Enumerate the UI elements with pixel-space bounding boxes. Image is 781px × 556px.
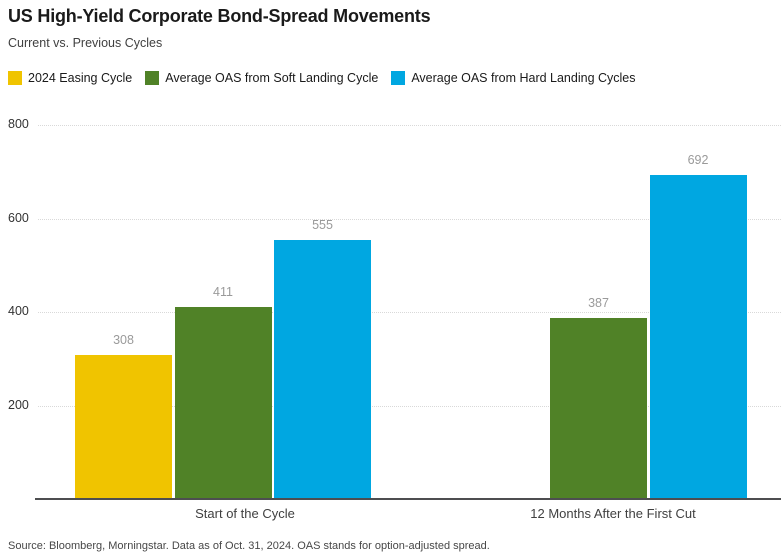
bar-value-label: 308	[113, 333, 134, 347]
bar	[75, 355, 172, 499]
gridline	[38, 312, 781, 313]
legend-swatch-blue-icon	[391, 71, 406, 85]
bar-value-label: 387	[588, 296, 609, 311]
gridline	[38, 218, 781, 220]
x-axis-baseline	[35, 498, 781, 500]
bar-value-label: 555	[312, 217, 333, 232]
legend: 2024 Easing Cycle Average OAS from Soft …	[8, 71, 636, 85]
gridline	[38, 125, 781, 126]
chart-title: US High-Yield Corporate Bond-Spread Move…	[8, 6, 431, 26]
legend-label: Average OAS from Soft Landing Cycle	[165, 71, 379, 85]
legend-swatch-green-icon	[145, 71, 160, 85]
legend-item-easing-cycle: 2024 Easing Cycle	[8, 71, 132, 85]
legend-item-hard-landing: Average OAS from Hard Landing Cycles	[391, 71, 636, 85]
bar	[649, 175, 747, 499]
x-category-label: Start of the Cycle	[195, 506, 295, 521]
bar	[174, 306, 272, 499]
bar	[274, 239, 371, 499]
source-note: Source: Bloomberg, Morningstar. Data as …	[8, 540, 490, 552]
bar-value-label: 411	[213, 284, 233, 299]
gridline	[38, 405, 781, 407]
bar	[550, 318, 647, 499]
y-tick-label: 600	[8, 210, 29, 225]
y-tick-label: 400	[8, 304, 29, 318]
legend-item-soft-landing: Average OAS from Soft Landing Cycle	[145, 71, 378, 85]
chart-subtitle: Current vs. Previous Cycles	[8, 36, 163, 50]
legend-label: 2024 Easing Cycle	[28, 71, 133, 85]
legend-label: Average OAS from Hard Landing Cycles	[411, 71, 636, 85]
y-tick-label: 200	[8, 397, 29, 412]
bar-value-label: 692	[687, 153, 709, 168]
y-tick-label: 800	[8, 117, 29, 131]
legend-swatch-yellow-icon	[8, 71, 22, 85]
x-category-label: 12 Months After the First Cut	[530, 506, 696, 521]
